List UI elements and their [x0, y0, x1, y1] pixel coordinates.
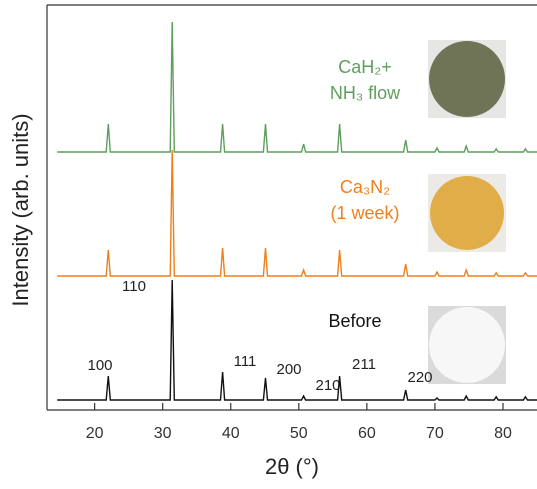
- photos: [428, 40, 506, 384]
- x-tick-label: 70: [426, 425, 444, 442]
- x-tick-label: 60: [358, 425, 376, 442]
- x-tick-label: 20: [86, 425, 104, 442]
- peak-label: 100: [87, 357, 112, 374]
- peak-label: 110: [122, 278, 146, 295]
- peak-label: 200: [276, 361, 301, 378]
- series-label: CaH₂+NH₃ flow: [330, 57, 401, 103]
- pellet: [429, 41, 505, 117]
- peak-label: 210: [315, 377, 340, 394]
- series-label: Before: [328, 311, 381, 331]
- y-axis-label: Intensity (arb. units): [8, 113, 33, 306]
- chart: Intensity (arb. units) 2θ (°) 100 110 11…: [0, 0, 537, 489]
- peak-label: 111: [234, 353, 257, 370]
- x-axis-label: 2θ (°): [265, 454, 319, 479]
- x-tick-label: 40: [222, 425, 240, 442]
- pellet: [429, 307, 505, 383]
- peak-label: 220: [407, 369, 432, 386]
- peak-label: 211: [352, 356, 376, 373]
- pellet: [430, 176, 504, 250]
- x-tick-label: 30: [154, 425, 172, 442]
- x-tick-label: 80: [494, 425, 512, 442]
- peak-labels: 100 110 111 200 210 211 220: [87, 278, 432, 394]
- series-label: Ca₃N₂(1 week): [330, 177, 399, 223]
- x-tick-label: 50: [290, 425, 308, 442]
